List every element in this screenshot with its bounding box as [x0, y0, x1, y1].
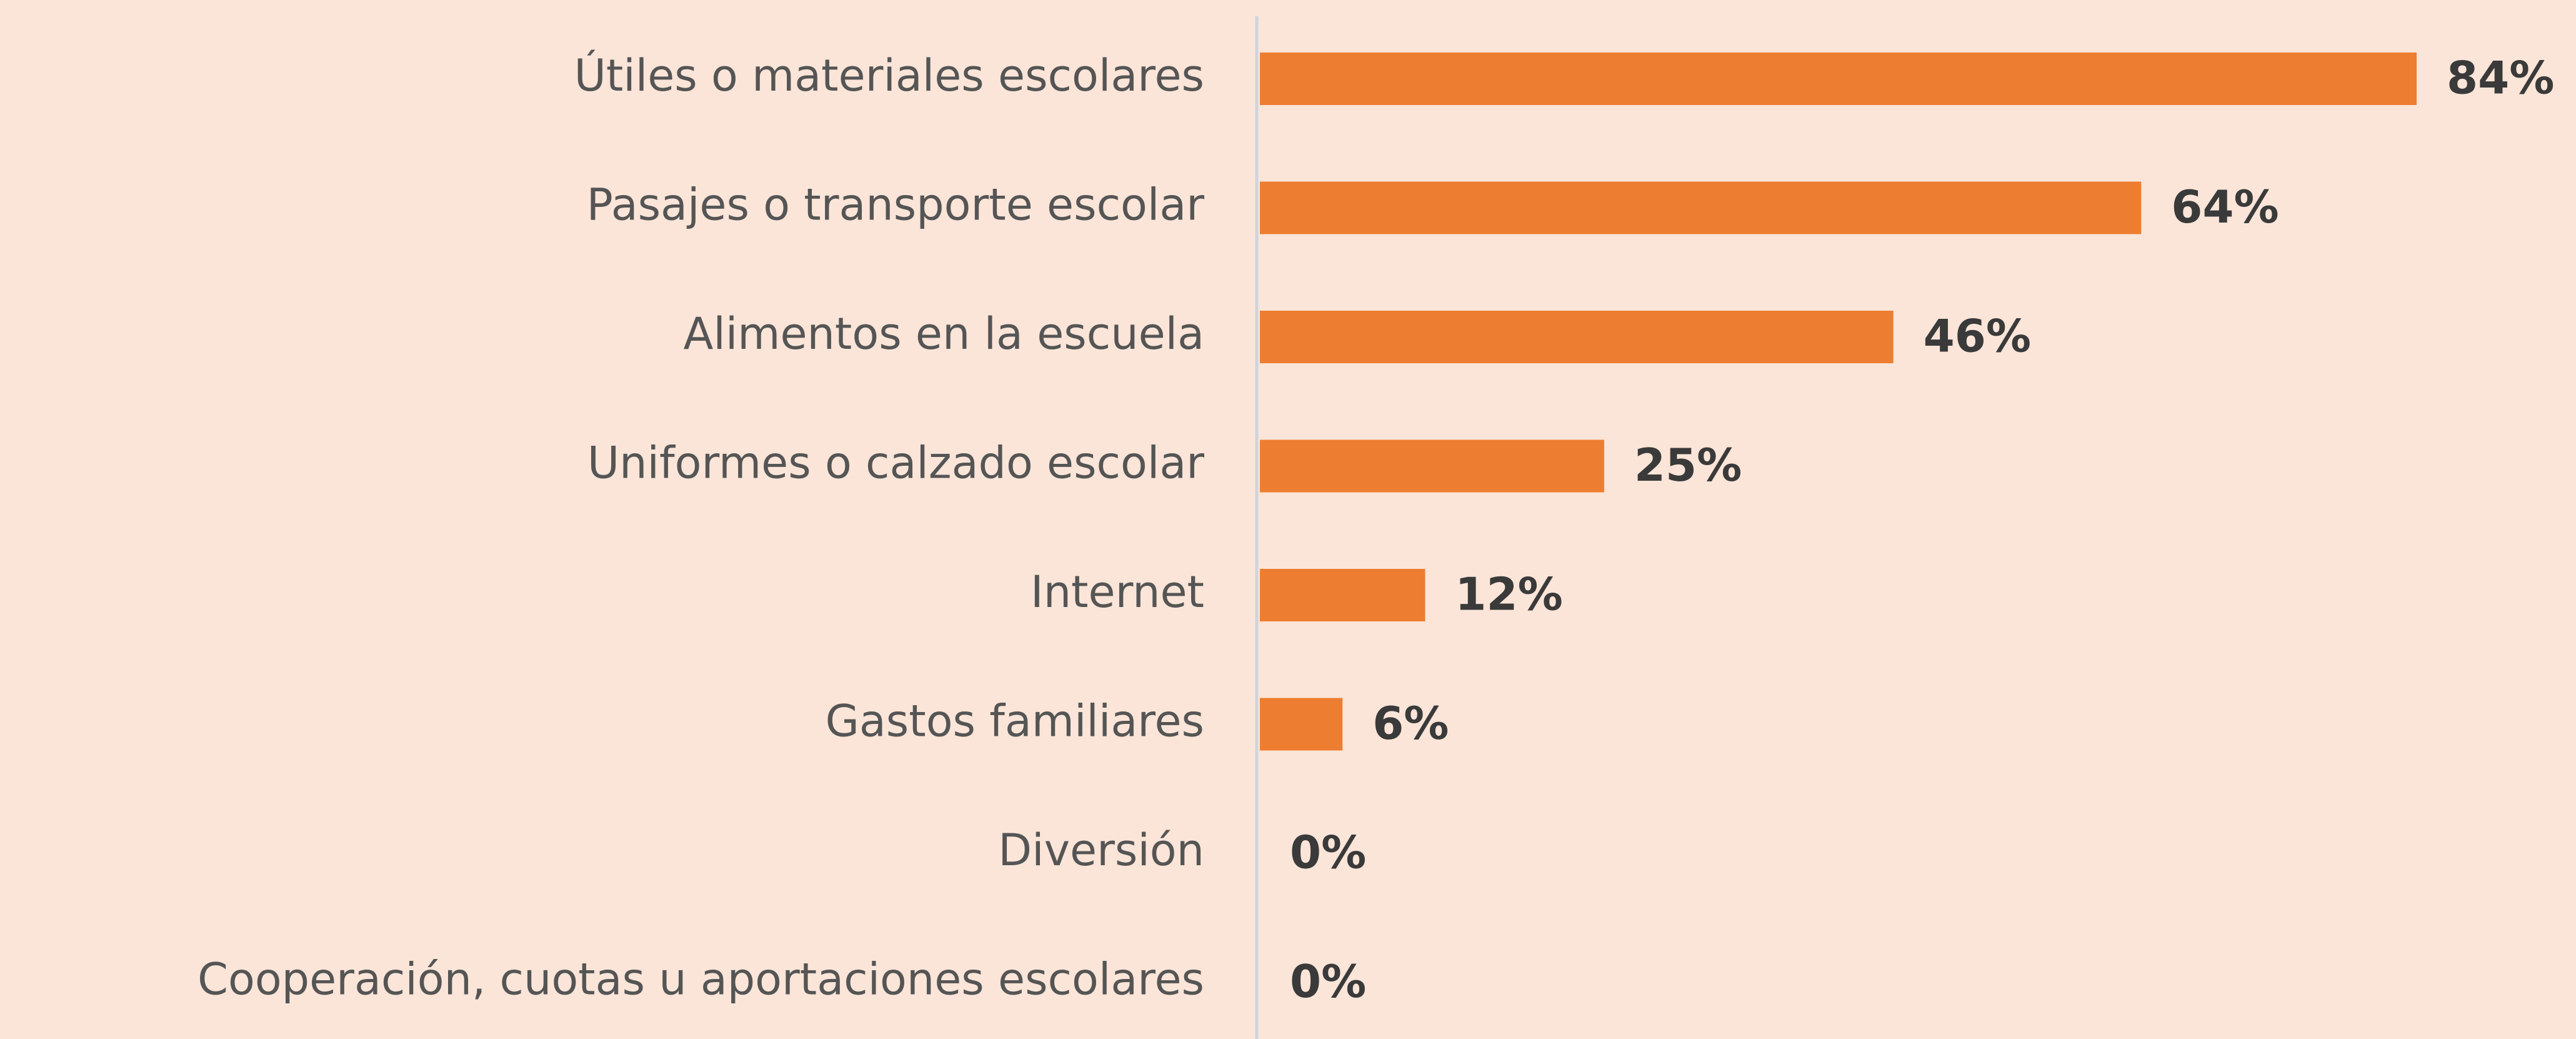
category-label: Pasajes o transporte escolar [587, 179, 1205, 231]
bar [1260, 698, 1343, 751]
category-label: Uniformes o calzado escolar [587, 438, 1204, 489]
category-label: Internet [1031, 566, 1204, 618]
value-label: 12% [1455, 568, 1562, 621]
value-label: 64% [2171, 181, 2279, 233]
category-label: Gastos familiares [826, 696, 1204, 747]
value-label: 0% [1290, 826, 1366, 879]
value-label: 46% [1924, 310, 2031, 363]
value-label: 0% [1290, 955, 1366, 1008]
bar [1260, 439, 1604, 493]
value-label: 84% [2447, 52, 2554, 104]
bar [1260, 53, 2417, 105]
bar [1260, 311, 1894, 363]
value-label: 6% [1372, 697, 1449, 750]
bar [1260, 569, 1425, 621]
category-label: Útiles o materiales escolares [574, 50, 1204, 101]
bar [1260, 181, 2142, 234]
category-label: Cooperación, cuotas u aportaciones escol… [197, 954, 1204, 1005]
category-label: Diversión [998, 825, 1204, 876]
value-label: 25% [1634, 439, 1742, 491]
category-label: Alimentos en la escuela [684, 308, 1204, 359]
